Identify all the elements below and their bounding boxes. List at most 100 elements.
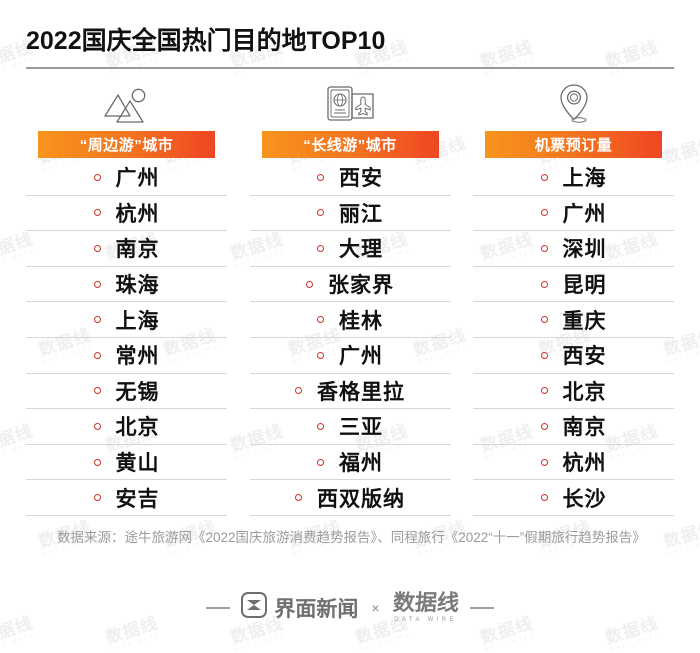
column-flight-bookings: 机票预订量 上海 广州 深圳 昆明 重庆 [473,78,674,516]
bullet-icon [540,209,548,217]
city-label: 西安 [339,166,383,191]
city-label: 珠海 [115,273,160,298]
brand-datawire: 数据线 DATA WIRE [391,590,460,623]
bullet-icon [295,387,302,395]
list-item[interactable]: 广州 [473,196,674,232]
list-item[interactable]: 张家界 [249,267,451,303]
bullet-icon [93,173,101,181]
list-item[interactable]: 西双版纳 [249,480,451,516]
list-item[interactable]: 大理 [249,231,451,267]
city-label: 黄山 [115,451,160,476]
bullet-icon [93,244,101,252]
city-list: 广州 杭州 南京 珠海 上海 常州 [26,160,227,516]
list-item[interactable]: 南京 [473,409,674,445]
city-label: 上海 [562,166,607,191]
datawire-sublabel: DATA WIRE [394,617,457,623]
city-label: 常州 [115,344,160,369]
bullet-icon [317,173,324,181]
city-label: 福州 [339,451,383,476]
city-label: 桂林 [339,308,383,333]
city-list: 上海 广州 深圳 昆明 重庆 西安 [473,160,674,516]
column-long-distance-travel: “长线游”城市 西安 丽江 大理 张家界 桂林 [249,78,451,516]
map-pin-icon [549,78,599,128]
footer-dash-right [469,606,494,609]
city-label: 重庆 [562,308,607,333]
city-label: 上海 [115,308,160,333]
column-nearby-travel: “周边游”城市 广州 杭州 南京 珠海 上海 [26,78,227,516]
bullet-icon [540,494,548,502]
mountain-sun-icon [99,78,155,128]
list-item[interactable]: 广州 [26,160,227,196]
bullet-icon [93,494,101,502]
footer: 界面新闻 × 数据线 DATA WIRE [0,590,700,623]
bullet-icon [317,244,324,252]
city-label: 北京 [115,415,160,440]
footer-dash-left [206,606,231,609]
jiemian-logo-icon [241,592,268,623]
page-title: 2022国庆全国热门目的地TOP10 [26,27,386,55]
bullet-icon [295,494,302,502]
list-item[interactable]: 珠海 [26,267,227,303]
list-item[interactable]: 北京 [473,374,674,410]
city-label: 广州 [562,201,607,226]
list-item[interactable]: 桂林 [249,302,451,338]
list-item[interactable]: 安吉 [26,480,227,516]
list-item[interactable]: 黄山 [26,445,227,481]
column-header-banner: 机票预订量 [485,131,662,158]
bullet-icon [93,280,101,288]
bullet-icon [317,316,324,324]
column-header-label: “周边游”城市 [79,137,174,154]
list-item[interactable]: 南京 [26,231,227,267]
list-item[interactable]: 杭州 [26,196,227,232]
bullet-icon [93,422,101,430]
bullet-icon [317,458,324,466]
title-block: 2022国庆全国热门目的地TOP10 [26,24,674,69]
bullet-icon [317,351,324,359]
column-header-banner: “长线游”城市 [261,131,439,158]
bullet-icon [540,458,548,466]
list-item[interactable]: 丽江 [249,196,451,232]
city-label: 杭州 [562,451,607,476]
city-label: 张家界 [328,273,394,298]
list-item[interactable]: 昆明 [473,267,674,303]
city-label: 杭州 [115,201,160,226]
bullet-icon [540,351,548,359]
list-item[interactable]: 西安 [249,160,451,196]
city-label: 南京 [562,415,607,440]
list-item[interactable]: 北京 [26,409,227,445]
list-item[interactable]: 上海 [26,302,227,338]
city-list: 西安 丽江 大理 张家界 桂林 广州 [249,160,451,516]
list-item[interactable]: 常州 [26,338,227,374]
bullet-icon [93,458,101,466]
city-label: 广州 [115,166,160,191]
list-item[interactable]: 上海 [473,160,674,196]
datawire-label: 数据线 [391,590,460,615]
list-item[interactable]: 三亚 [249,409,451,445]
column-header-label: “长线游”城市 [303,137,397,154]
list-item[interactable]: 深圳 [473,231,674,267]
bullet-icon [317,209,324,217]
bullet-icon [540,173,548,181]
city-label: 无锡 [115,379,160,404]
city-label: 安吉 [115,486,160,511]
city-label: 大理 [339,237,383,262]
bullet-icon [93,387,101,395]
bullet-icon [93,209,101,217]
list-item[interactable]: 重庆 [473,302,674,338]
list-item[interactable]: 西安 [473,338,674,374]
city-label: 三亚 [339,415,383,440]
column-header-banner: “周边游”城市 [38,131,215,158]
city-label: 西双版纳 [317,486,405,511]
city-label: 昆明 [562,273,607,298]
brand-jiemian: 界面新闻 [241,592,358,623]
list-item[interactable]: 无锡 [26,374,227,410]
list-item[interactable]: 杭州 [473,445,674,481]
list-item[interactable]: 广州 [249,338,451,374]
city-label: 北京 [562,379,607,404]
bullet-icon [540,280,548,288]
list-item[interactable]: 香格里拉 [249,374,451,410]
city-label: 西安 [562,344,607,369]
list-item[interactable]: 福州 [249,445,451,481]
list-item[interactable]: 长沙 [473,480,674,516]
